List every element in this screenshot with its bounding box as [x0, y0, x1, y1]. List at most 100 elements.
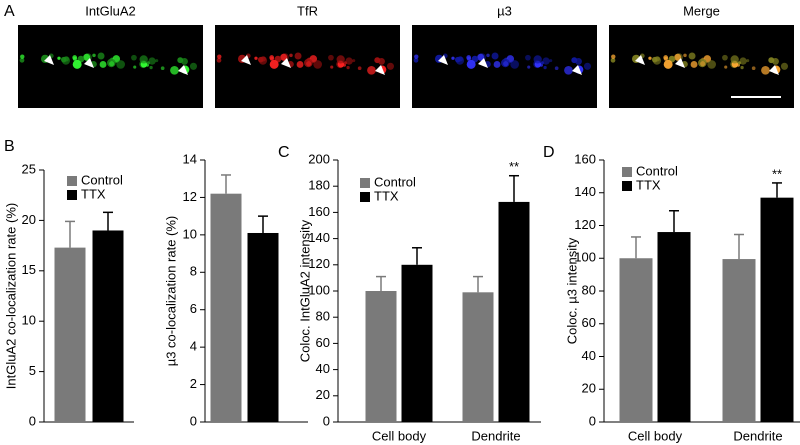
y-tick-label: 14 [183, 151, 197, 166]
bar [462, 292, 494, 422]
puncta [663, 56, 669, 62]
puncta [269, 59, 279, 69]
puncta [357, 66, 362, 71]
panel-label: B [4, 138, 15, 155]
y-tick-label: 100 [308, 282, 330, 297]
puncta [131, 54, 137, 61]
image-title: µ3 [497, 3, 512, 18]
arrowhead [572, 65, 582, 75]
legend-label: TTX [81, 186, 106, 201]
annotation: ** [772, 166, 782, 181]
bar [619, 258, 653, 422]
puncta [72, 56, 78, 62]
arrowhead [44, 55, 54, 65]
puncta [139, 55, 148, 64]
puncta [346, 65, 350, 70]
puncta [611, 54, 616, 59]
arrowhead [675, 58, 685, 68]
y-tick-label: 80 [582, 282, 596, 297]
legend-swatch [622, 167, 632, 177]
puncta [564, 65, 573, 75]
x-tick-label: Cell body [628, 428, 683, 443]
y-tick-label: 160 [574, 151, 596, 166]
legend-label: Control [636, 163, 678, 178]
puncta [549, 59, 553, 63]
puncta [109, 61, 115, 67]
y-tick-label: 10 [22, 313, 36, 328]
annotation: ** [509, 159, 519, 174]
puncta [724, 65, 728, 69]
puncta [189, 62, 198, 70]
puncta [751, 66, 756, 71]
y-tick-label: 0 [190, 413, 197, 428]
y-tick-label: 12 [183, 189, 197, 204]
image-title: TfR [297, 3, 318, 18]
y-axis-label: Coloc. µ3 intensity [564, 237, 579, 344]
puncta [280, 53, 288, 61]
puncta [466, 56, 472, 62]
y-tick-label: 10 [183, 226, 197, 241]
y-tick-label: 140 [574, 184, 596, 199]
puncta [780, 62, 789, 70]
puncta [216, 57, 222, 63]
y-tick-label: 4 [190, 339, 197, 354]
legend-swatch [622, 181, 632, 191]
y-tick-label: 0 [589, 413, 596, 428]
puncta [294, 52, 302, 60]
puncta [510, 60, 519, 69]
bar [54, 247, 86, 422]
puncta [148, 57, 156, 65]
y-axis-label: IntGluA2 co-localization rate (%) [3, 203, 18, 389]
y-tick-label: 20 [22, 212, 36, 227]
puncta [674, 53, 682, 61]
puncta [170, 65, 179, 75]
puncta [663, 59, 673, 69]
arrowhead [438, 55, 448, 65]
y-tick-label: 20 [316, 387, 330, 402]
puncta [386, 62, 395, 70]
puncta [257, 56, 264, 63]
puncta [72, 59, 82, 69]
panel-label: C [278, 144, 290, 161]
legend-swatch [67, 176, 77, 186]
y-tick-label: 60 [316, 335, 330, 350]
puncta [746, 59, 750, 63]
arrowhead [769, 65, 779, 75]
puncta [20, 54, 25, 59]
puncta [575, 57, 582, 65]
x-tick-label: Cell body [372, 428, 427, 443]
y-tick-label: 20 [582, 381, 596, 396]
puncta [254, 56, 258, 60]
x-tick-label: Dendrite [733, 428, 782, 443]
arrowhead [478, 58, 488, 68]
puncta [454, 56, 461, 63]
puncta [722, 54, 728, 61]
y-tick-label: 6 [190, 301, 197, 316]
puncta [648, 56, 652, 60]
puncta [542, 57, 550, 65]
puncta [181, 57, 188, 65]
puncta [352, 59, 356, 63]
y-tick-label: 100 [574, 250, 596, 265]
y-tick-label: 25 [22, 161, 36, 176]
puncta [155, 59, 159, 63]
puncta [149, 65, 153, 70]
puncta [57, 56, 61, 60]
puncta [306, 61, 312, 67]
arrowhead [375, 65, 385, 75]
panel-label: D [543, 144, 555, 161]
puncta [739, 57, 747, 65]
y-tick-label: 5 [29, 363, 36, 378]
y-tick-label: 40 [316, 361, 330, 376]
puncta [313, 60, 322, 69]
y-tick-label: 15 [22, 262, 36, 277]
puncta [345, 57, 353, 65]
puncta [651, 56, 658, 63]
panel-label: A [4, 3, 15, 20]
puncta [269, 56, 275, 62]
puncta [160, 66, 165, 71]
bar [657, 232, 691, 422]
bar [247, 232, 279, 422]
micrographs [18, 25, 794, 108]
image-title: IntGluA2 [85, 3, 136, 18]
